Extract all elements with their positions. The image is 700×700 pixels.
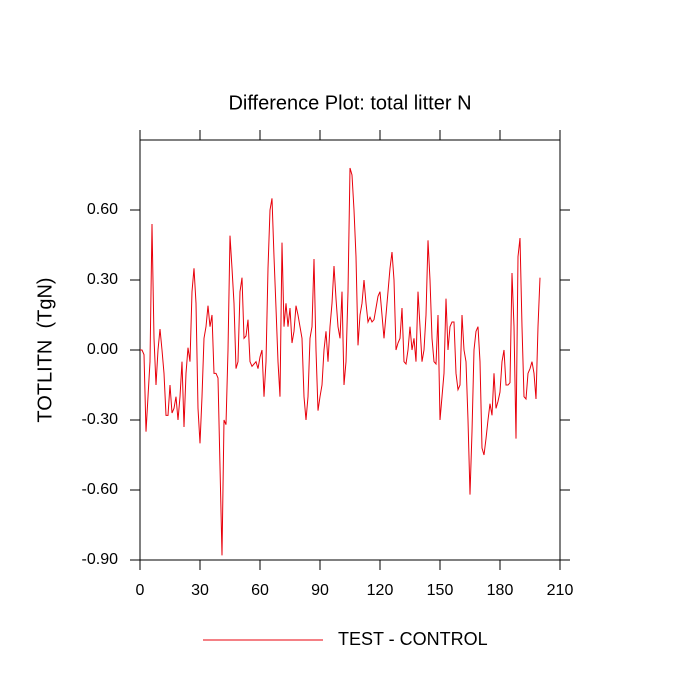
y-tick-label: -0.30 xyxy=(82,411,119,428)
x-tick-label: 120 xyxy=(367,582,394,599)
x-tick-label: 150 xyxy=(427,582,454,599)
x-tick-label: 30 xyxy=(191,582,209,599)
x-tick-label: 60 xyxy=(251,582,269,599)
y-tick-label: -0.90 xyxy=(82,551,119,568)
y-axis-label: TOTLITN (TgN) xyxy=(34,277,56,422)
legend-label: TEST - CONTROL xyxy=(338,629,488,649)
x-tick-label: 210 xyxy=(547,582,574,599)
y-tick-label: -0.60 xyxy=(82,481,119,498)
y-tick-label: 0.60 xyxy=(87,201,118,218)
data-line xyxy=(140,167,541,556)
y-tick-label: 0.30 xyxy=(87,271,118,288)
x-tick-label: 90 xyxy=(311,582,329,599)
x-tick-label: 0 xyxy=(136,582,145,599)
y-tick-label: 0.00 xyxy=(87,341,118,358)
plot-frame xyxy=(139,139,561,561)
chart-title: Difference Plot: total litter N xyxy=(228,92,471,114)
x-tick-label: 180 xyxy=(487,582,514,599)
